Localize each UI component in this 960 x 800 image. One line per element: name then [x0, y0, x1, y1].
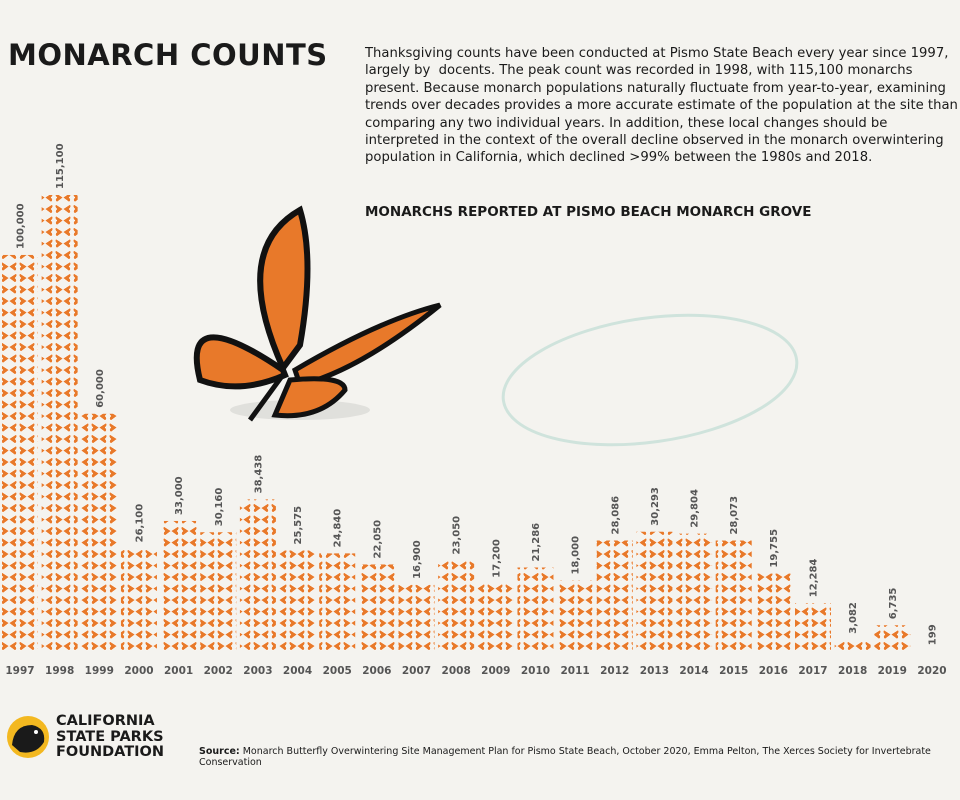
bar — [596, 540, 633, 652]
source-label: Source: — [199, 746, 240, 757]
bar — [239, 499, 276, 652]
value-label: 6,735 — [888, 588, 899, 620]
bar — [438, 560, 475, 652]
bar — [477, 583, 514, 652]
x-tick-label: 2002 — [204, 665, 233, 677]
value-label: 29,804 — [690, 489, 701, 528]
bar — [517, 567, 554, 652]
bar — [715, 540, 752, 652]
logo-line: FOUNDATION — [56, 744, 165, 760]
value-label: 18,000 — [571, 536, 582, 575]
x-tick-label: 2001 — [164, 665, 193, 677]
bar — [120, 548, 157, 652]
bar — [676, 533, 713, 652]
bar — [358, 564, 395, 652]
value-label: 23,050 — [452, 516, 463, 555]
x-tick-label: 2008 — [442, 665, 471, 677]
x-tick-label: 1997 — [5, 665, 34, 677]
value-label: 17,200 — [491, 539, 502, 578]
bar — [913, 651, 950, 652]
value-label: 3,082 — [848, 602, 859, 634]
x-tick-label: 2012 — [600, 665, 629, 677]
value-label: 26,100 — [134, 504, 145, 543]
logo-text: CALIFORNIA STATE PARKS FOUNDATION — [56, 713, 165, 761]
x-tick-label: 2017 — [798, 665, 827, 677]
value-label: 199 — [927, 624, 938, 645]
source: Source: Monarch Butterfly Overwintering … — [199, 746, 960, 768]
x-tick-label: 2010 — [521, 665, 550, 677]
x-tick-label: 2016 — [759, 665, 788, 677]
bar — [279, 550, 316, 652]
value-label: 19,755 — [769, 529, 780, 568]
value-label: 30,293 — [650, 487, 661, 526]
monarch-illustration — [193, 205, 442, 422]
bar — [755, 573, 792, 652]
logo-line: STATE PARKS — [56, 728, 164, 745]
x-tick-label: 2000 — [124, 665, 153, 677]
value-label: 28,086 — [610, 496, 621, 535]
value-label: 21,286 — [531, 523, 542, 562]
value-label: 60,000 — [95, 369, 106, 408]
bar — [81, 413, 118, 652]
x-tick-label: 2005 — [323, 665, 352, 677]
x-tick-label: 2006 — [362, 665, 391, 677]
value-label: 100,000 — [16, 203, 27, 249]
decor-circle — [501, 313, 799, 447]
bar — [319, 553, 356, 652]
value-label: 30,160 — [214, 488, 225, 527]
chart-subtitle: MONARCHS REPORTED AT PISMO BEACH MONARCH… — [365, 204, 812, 220]
x-tick-label: 2011 — [560, 665, 589, 677]
bar — [636, 531, 673, 652]
chart-title: MONARCH COUNTS — [8, 38, 328, 72]
value-label: 24,840 — [333, 509, 344, 548]
value-label: 33,000 — [174, 476, 185, 515]
bar — [160, 520, 197, 652]
value-label: 22,050 — [372, 520, 383, 559]
bar — [874, 625, 911, 652]
x-tick-label: 2003 — [243, 665, 272, 677]
x-tick-label: 1999 — [85, 665, 114, 677]
x-tick-label: 2013 — [640, 665, 669, 677]
value-label: 12,284 — [809, 559, 820, 598]
bar — [834, 639, 871, 652]
x-tick-label: 2018 — [838, 665, 867, 677]
bar — [2, 254, 38, 652]
value-label: 115,100 — [55, 143, 66, 189]
source-text: Monarch Butterfly Overwintering Site Man… — [199, 746, 931, 768]
bar — [795, 603, 831, 652]
logo-line: CALIFORNIA — [56, 713, 155, 729]
bar — [41, 195, 78, 652]
description: Thanksgiving counts have been conducted … — [365, 46, 958, 166]
bar — [557, 580, 594, 652]
x-tick-label: 2004 — [283, 665, 312, 677]
x-tick-label: 2019 — [878, 665, 907, 677]
x-tick-label: 2009 — [481, 665, 510, 677]
value-label: 38,438 — [253, 455, 264, 494]
bar — [398, 584, 435, 652]
value-label: 25,575 — [293, 506, 304, 545]
x-tick-label: 2015 — [719, 665, 748, 677]
x-tick-label: 2007 — [402, 665, 431, 677]
x-tick-label: 2014 — [679, 665, 708, 677]
value-label: 28,073 — [729, 496, 740, 535]
x-tick-label: 2020 — [917, 665, 946, 677]
x-tick-label: 1998 — [45, 665, 74, 677]
value-label: 16,900 — [412, 540, 423, 579]
bar — [200, 532, 237, 652]
logo-mark — [7, 716, 49, 758]
